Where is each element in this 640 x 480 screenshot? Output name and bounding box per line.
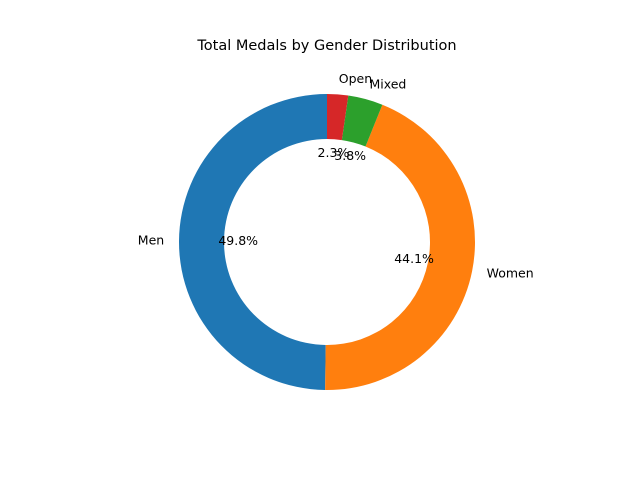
slice-men	[178, 94, 327, 390]
slice-open	[327, 94, 349, 141]
slice-label-men: Men	[138, 232, 164, 247]
slices-layer	[178, 94, 475, 390]
labels-layer: Men 49.8% Women 44.1% Mixed 3.8% Open 2.3%	[138, 71, 534, 280]
slice-label-mixed: Mixed	[369, 76, 406, 91]
pct-label-mixed: 3.8%	[334, 148, 366, 163]
slice-mixed	[341, 95, 383, 147]
pct-label-men: 49.8%	[218, 233, 258, 248]
pct-label-open: 2.3%	[318, 145, 350, 160]
slice-women	[325, 104, 475, 390]
pct-label-women: 44.1%	[394, 251, 434, 266]
slice-label-women: Women	[487, 266, 534, 281]
chart-title: Total Medals by Gender Distribution	[196, 38, 456, 54]
slice-label-open: Open	[339, 71, 372, 86]
